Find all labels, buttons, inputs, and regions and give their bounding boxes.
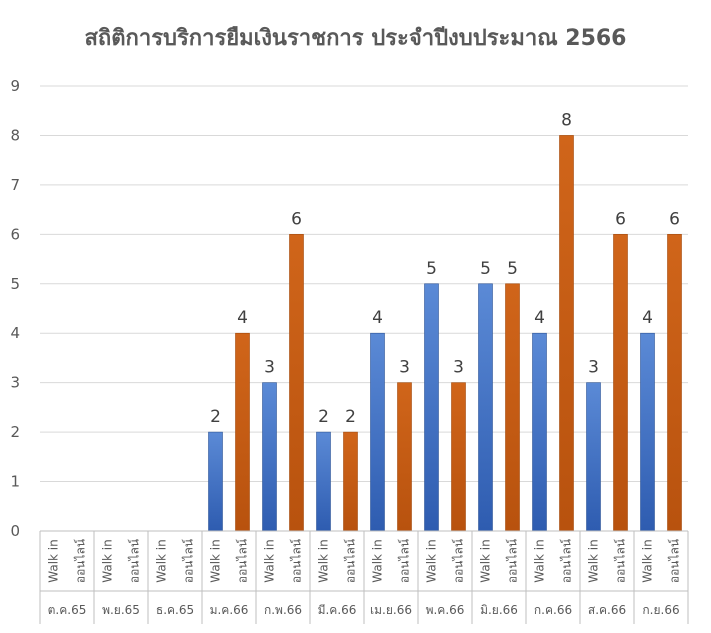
y-axis: 0 1 2 3 4 5 6 7 8 9 xyxy=(10,77,20,540)
bars xyxy=(208,135,682,532)
data-label: 5 xyxy=(426,259,437,279)
x-subcategory-label: ออนไลน์ xyxy=(182,539,196,583)
x-category-label: ต.ค.65 xyxy=(48,603,87,617)
bar-walk-in xyxy=(532,332,547,532)
data-label: 6 xyxy=(615,209,626,229)
y-tick-label: 7 xyxy=(10,176,20,194)
x-category-label: ส.ค.66 xyxy=(588,603,626,617)
bar-online xyxy=(343,431,358,532)
data-label: 5 xyxy=(480,259,491,279)
y-tick-label: 0 xyxy=(10,522,20,540)
bar-walk-in xyxy=(208,431,223,532)
bar-online xyxy=(289,234,304,532)
y-tick-label: 9 xyxy=(10,77,20,95)
bar-walk-in xyxy=(262,382,277,532)
gridlines xyxy=(40,85,688,532)
bar-online xyxy=(235,332,250,532)
x-subcategory-label: ออนไลน์ xyxy=(506,539,520,583)
x-subcategory-label: ออนไลน์ xyxy=(74,539,88,583)
x-axis: ต.ค.65 Walk in ออนไลน์พ.ย.65 Walk in ออนไลน์… xyxy=(39,530,689,624)
bar-walk-in xyxy=(586,382,601,532)
y-tick-label: 5 xyxy=(10,275,20,293)
bar-online xyxy=(613,234,628,532)
bar-walk-in xyxy=(640,332,655,532)
y-tick-label: 6 xyxy=(10,225,20,243)
x-subcategory-label: ออนไลน์ xyxy=(290,539,304,583)
chart-title: สถิติการบริการยืมเงินราชการ ประจำปีงบประ… xyxy=(84,26,627,51)
x-subcategory-label: ออนไลน์ xyxy=(398,539,412,583)
x-subcategory-label: Walk in xyxy=(155,539,169,583)
data-label: 4 xyxy=(642,308,653,328)
y-tick-label: 3 xyxy=(10,374,20,392)
x-subcategory-label: Walk in xyxy=(641,539,655,583)
data-label: 2 xyxy=(318,407,329,427)
x-subcategory-label: ออนไลน์ xyxy=(668,539,682,583)
y-tick-label: 1 xyxy=(10,473,20,491)
x-subcategory-label: Walk in xyxy=(533,539,547,583)
x-subcategory-label: Walk in xyxy=(101,539,115,583)
x-category-label: พ.ค.66 xyxy=(426,603,465,617)
x-subcategory-label: Walk in xyxy=(479,539,493,583)
data-label: 3 xyxy=(588,358,599,378)
x-category-label: ก.ย.66 xyxy=(642,603,679,617)
data-label: 2 xyxy=(210,407,221,427)
bar-online xyxy=(505,283,520,532)
x-subcategory-label: Walk in xyxy=(317,539,331,583)
bar-online xyxy=(559,135,574,532)
data-label: 4 xyxy=(372,308,383,328)
data-label: 4 xyxy=(237,308,248,328)
data-label: 3 xyxy=(264,358,275,378)
data-label: 4 xyxy=(534,308,545,328)
x-subcategory-label: ออนไลน์ xyxy=(236,539,250,583)
x-subcategory-label: ออนไลน์ xyxy=(614,539,628,583)
x-category-label: ม.ค.66 xyxy=(210,603,249,617)
x-category-label: มิ.ย.66 xyxy=(480,603,518,617)
bar-walk-in xyxy=(424,283,439,532)
data-label: 6 xyxy=(669,209,680,229)
x-subcategory-label: Walk in xyxy=(263,539,277,583)
x-subcategory-label: Walk in xyxy=(371,539,385,583)
bar-online xyxy=(667,234,682,532)
x-category-label: ก.ค.66 xyxy=(534,603,572,617)
data-label: 2 xyxy=(345,407,356,427)
data-label: 6 xyxy=(291,209,302,229)
x-subcategory-label: ออนไลน์ xyxy=(344,539,358,583)
bar-online xyxy=(451,382,466,532)
x-subcategory-label: ออนไลน์ xyxy=(560,539,574,583)
x-category-label: ธ.ค.65 xyxy=(156,603,194,617)
x-subcategory-label: Walk in xyxy=(587,539,601,583)
x-subcategory-label: Walk in xyxy=(209,539,223,583)
bar-walk-in xyxy=(316,431,331,532)
x-category-label: พ.ย.65 xyxy=(102,603,140,617)
x-category-label: มี.ค.66 xyxy=(318,603,357,617)
x-subcategory-label: ออนไลน์ xyxy=(128,539,142,583)
y-tick-label: 8 xyxy=(10,126,20,144)
x-category-label: เม.ย.66 xyxy=(370,603,412,617)
x-subcategory-label: ออนไลน์ xyxy=(452,539,466,583)
data-label: 8 xyxy=(561,110,572,130)
x-category-label: ก.พ.66 xyxy=(264,603,302,617)
bar-walk-in xyxy=(370,332,385,532)
data-label: 5 xyxy=(507,259,518,279)
bar-online xyxy=(397,382,412,532)
y-tick-label: 4 xyxy=(10,324,20,342)
x-subcategory-label: Walk in xyxy=(47,539,61,583)
data-label: 3 xyxy=(399,358,410,378)
bar-walk-in xyxy=(478,283,493,532)
x-subcategory-label: Walk in xyxy=(425,539,439,583)
y-tick-label: 2 xyxy=(10,423,20,441)
data-label: 3 xyxy=(453,358,464,378)
